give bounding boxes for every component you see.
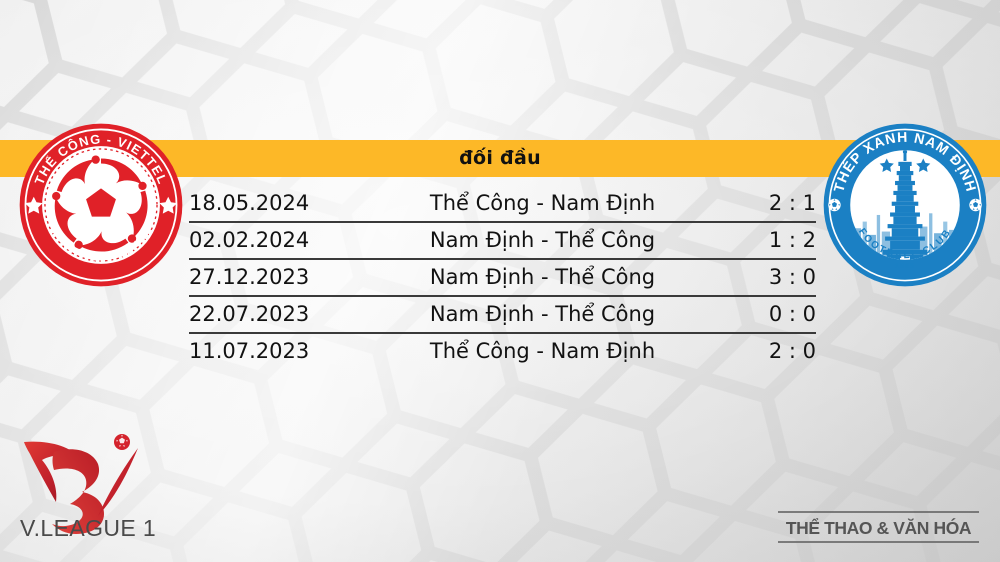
match-fixture: Thể Công - Nam Định [429,339,656,363]
away-crest-year: 1965 [895,263,915,270]
match-fixture: Thể Công - Nam Định [429,191,656,215]
publisher-logo-text: THỂ THAO & VĂN HÓA [786,517,972,538]
match-date: 02.02.2024 [189,228,310,252]
match-score: 1 : 2 [768,228,816,252]
match-score: 2 : 0 [768,339,816,363]
home-team-crest: THỂ CÔNG - VIETTEL FOOTBALL CLUB [19,123,183,287]
head-to-head-table: 18.05.2024 Thể Công - Nam Định 2 : 1 02.… [189,186,816,369]
match-date: 18.05.2024 [189,191,310,215]
table-row: 22.07.2023 Nam Định - Thể Công 0 : 0 [189,297,816,334]
match-date: 11.07.2023 [189,339,310,363]
match-score: 2 : 1 [768,191,816,215]
vleague-logo-text: V.LEAGUE 1 [20,515,156,541]
match-fixture: Nam Định - Thể Công [429,265,656,289]
table-row: 18.05.2024 Thể Công - Nam Định 2 : 1 [189,186,816,223]
publisher-logo: THỂ THAO & VĂN HÓA [778,511,979,543]
match-score: 3 : 0 [768,265,816,289]
table-row: 11.07.2023 Thể Công - Nam Định 2 : 0 [189,334,816,369]
table-row: 27.12.2023 Nam Định - Thể Công 3 : 0 [189,260,816,297]
away-team-crest: THÉP XANH NAM ĐỊNH FOOTBALL CLUB 1965 [823,123,987,287]
match-score: 0 : 0 [768,302,816,326]
vleague-logo: V.LEAGUE 1 [20,434,156,541]
match-date: 27.12.2023 [189,265,310,289]
match-date: 22.07.2023 [189,302,310,326]
page-title: đối đầu [459,147,541,169]
match-fixture: Nam Định - Thể Công [429,228,656,252]
match-fixture: Nam Định - Thể Công [429,302,656,326]
table-row: 02.02.2024 Nam Định - Thể Công 1 : 2 [189,223,816,260]
